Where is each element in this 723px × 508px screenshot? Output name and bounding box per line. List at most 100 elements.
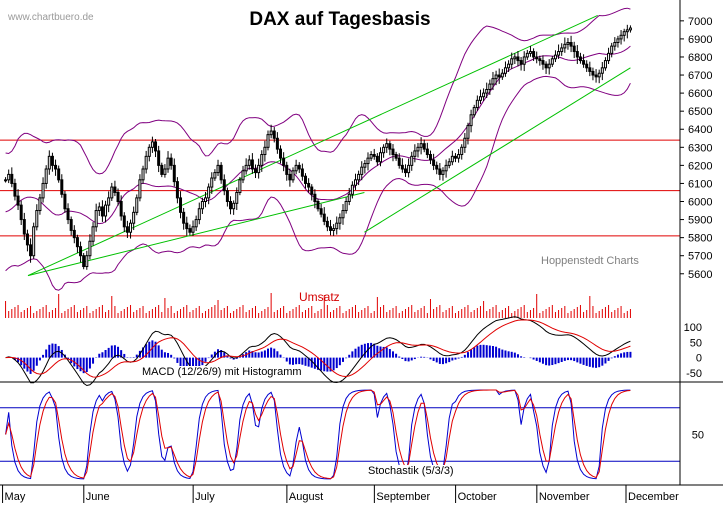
candle-body <box>216 164 220 174</box>
candle-body <box>453 155 457 159</box>
macd-signal-line <box>5 319 631 378</box>
candle-body <box>397 157 401 166</box>
candle-body <box>125 226 129 233</box>
source-label: Hoppenstedt Charts <box>541 255 639 267</box>
candle-body <box>582 60 586 65</box>
candle-body <box>179 197 183 213</box>
candle-body <box>507 63 511 69</box>
candle-body <box>366 157 370 165</box>
x-tick-label: September <box>376 491 430 503</box>
candle-body <box>132 211 136 224</box>
candle-body <box>513 56 517 60</box>
trend-line <box>364 67 631 233</box>
candle-body <box>244 164 248 172</box>
candle-body <box>535 56 539 60</box>
macd-line <box>5 316 631 387</box>
candle-body <box>482 92 486 98</box>
candle-body <box>169 157 173 166</box>
candle-body <box>91 226 95 242</box>
candle-body <box>257 164 261 174</box>
candle-body <box>166 157 170 170</box>
x-tick-label: May <box>5 491 26 503</box>
candle-body <box>122 215 126 228</box>
candle-body <box>116 191 120 203</box>
candle-body <box>628 27 632 31</box>
price-tick-label: 6800 <box>688 52 712 64</box>
candle-body <box>591 70 595 76</box>
candle-body <box>525 52 529 58</box>
candle-body <box>204 197 208 203</box>
candle-body <box>407 164 411 174</box>
price-panel <box>0 7 680 291</box>
candle-body <box>47 155 51 170</box>
candle-body <box>316 201 320 210</box>
candle-body <box>369 154 373 159</box>
candle-body <box>344 201 348 212</box>
candle-body <box>610 45 614 54</box>
candle-body <box>247 159 251 166</box>
candle-body <box>207 186 211 199</box>
candle-body <box>66 208 70 221</box>
candle-body <box>250 159 254 170</box>
candle-body <box>444 164 448 172</box>
candle-body <box>466 125 470 139</box>
candle-body <box>332 228 336 231</box>
macd-tick-label: 0 <box>696 353 702 365</box>
candle-body <box>272 130 276 139</box>
candle-body <box>19 204 23 221</box>
candle-body <box>16 195 20 206</box>
candle-body <box>7 173 11 181</box>
candle-body <box>60 179 64 195</box>
price-tick-label: 5600 <box>688 269 712 281</box>
candle-body <box>172 164 176 183</box>
candle-body <box>185 222 189 230</box>
candle-body <box>147 146 151 157</box>
candle-body <box>400 164 404 170</box>
candle-body <box>191 226 195 233</box>
candle-body <box>4 179 8 182</box>
candle-body <box>35 210 39 228</box>
candle-body <box>325 220 329 228</box>
candle-body <box>485 88 489 94</box>
candle-body <box>94 210 98 228</box>
candle-body <box>307 182 311 188</box>
candle-body <box>435 164 439 170</box>
candle-body <box>607 52 611 62</box>
candle-body <box>497 74 501 78</box>
candle-body <box>288 173 292 181</box>
price-tick-label: 6700 <box>688 70 712 82</box>
candle-body <box>494 74 498 80</box>
candle-body <box>528 51 532 54</box>
x-tick-label: July <box>195 491 215 503</box>
candle-body <box>585 63 589 69</box>
candle-body <box>572 45 576 53</box>
candle-body <box>538 58 542 62</box>
candle-body <box>254 168 258 174</box>
macd-tick-label: 100 <box>684 322 702 334</box>
candle-body <box>319 208 323 215</box>
stochastic-tick-label: 50 <box>692 430 704 442</box>
candle-body <box>347 193 351 203</box>
candle-body <box>457 154 461 159</box>
candle-body <box>625 29 629 33</box>
candle-body <box>304 175 308 184</box>
price-tick-label: 6400 <box>688 124 712 136</box>
chart-title: DAX auf Tagesbasis <box>249 9 431 30</box>
candle-body <box>557 51 561 56</box>
x-tick-label: June <box>86 491 110 503</box>
candle-body <box>157 150 161 166</box>
candle-body <box>622 31 626 36</box>
candle-body <box>263 146 267 156</box>
candle-body <box>450 155 454 163</box>
candle-body <box>13 182 17 197</box>
candle-body <box>22 219 26 235</box>
macd-label: MACD (12/26/9) mit Histogramm <box>140 366 304 378</box>
price-tick-label: 6300 <box>688 142 712 154</box>
candle-body <box>235 191 239 204</box>
price-tick-label: 5900 <box>688 215 712 227</box>
candle-body <box>297 164 301 170</box>
candle-body <box>107 197 111 206</box>
candle-body <box>63 193 67 210</box>
